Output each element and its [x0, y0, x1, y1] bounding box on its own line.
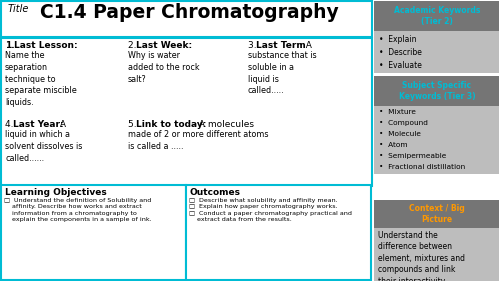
Text: Subject Specific
Keywords (Tier 3): Subject Specific Keywords (Tier 3): [398, 81, 475, 101]
Bar: [374, 76, 499, 106]
Text: Why is water
added to the rock
salt?: Why is water added to the rock salt?: [128, 51, 200, 84]
Text: 5.: 5.: [128, 120, 140, 129]
Text: •  Compound: • Compound: [379, 120, 428, 126]
Bar: [374, 1, 499, 31]
Text: Last Year:: Last Year:: [13, 120, 64, 129]
Text: Understand the
difference between
element, mixtures and
compounds and link
their: Understand the difference between elemen…: [378, 231, 465, 281]
Text: Academic Keywords
(Tier 2): Academic Keywords (Tier 2): [394, 6, 480, 26]
Text: •  Describe: • Describe: [379, 48, 422, 57]
Text: •  Molecule: • Molecule: [379, 131, 421, 137]
Text: □  Understand the definition of Solubility and
    affinity. Describe how works : □ Understand the definition of Solubilit…: [4, 198, 152, 222]
Text: C1.4 Paper Chromatography: C1.4 Paper Chromatography: [40, 3, 339, 22]
Text: Outcomes: Outcomes: [190, 188, 241, 197]
Text: 4.: 4.: [5, 120, 16, 129]
Bar: [1, 38, 372, 186]
Bar: [1, 185, 186, 280]
Text: •  Evaluate: • Evaluate: [379, 61, 422, 70]
Text: •  Explain: • Explain: [379, 35, 416, 44]
Text: A molecules: A molecules: [196, 120, 254, 129]
Text: substance that is
soluble in a
liquid is
called.....: substance that is soluble in a liquid is…: [248, 51, 316, 96]
Text: 2.: 2.: [128, 41, 140, 50]
Text: 3.: 3.: [248, 41, 260, 50]
Text: Learning Objectives: Learning Objectives: [5, 188, 107, 197]
Text: Link to today:: Link to today:: [136, 120, 206, 129]
Text: liquid in which a
solvent dissolves is
called......: liquid in which a solvent dissolves is c…: [5, 130, 82, 163]
Text: : A: : A: [300, 41, 312, 50]
Text: •  Semipermeable: • Semipermeable: [379, 153, 446, 159]
Text: Context / Big
Picture: Context / Big Picture: [409, 204, 465, 224]
Bar: [186, 185, 371, 280]
Bar: [374, 31, 499, 73]
Text: Last Term: Last Term: [256, 41, 306, 50]
Text: □  Describe what solubility and affinity mean.
□  Explain how paper chromatograp: □ Describe what solubility and affinity …: [189, 198, 352, 222]
Text: Name the
separation
technique to
separate miscible
liquids.: Name the separation technique to separat…: [5, 51, 77, 107]
Text: made of 2 or more different atoms
is called a .....: made of 2 or more different atoms is cal…: [128, 130, 268, 151]
Bar: [1, 1, 372, 37]
Bar: [374, 106, 499, 174]
Text: A: A: [57, 120, 66, 129]
Text: •  Mixture: • Mixture: [379, 109, 416, 115]
Text: Last Lesson:: Last Lesson:: [14, 41, 78, 50]
Text: Last Week:: Last Week:: [136, 41, 192, 50]
Bar: [374, 228, 499, 281]
Bar: [374, 200, 499, 228]
Text: Title: Title: [8, 4, 30, 14]
Text: •  Fractional distillation: • Fractional distillation: [379, 164, 465, 170]
Bar: [374, 177, 499, 197]
Text: •  Atom: • Atom: [379, 142, 408, 148]
Text: 1.: 1.: [5, 41, 15, 50]
